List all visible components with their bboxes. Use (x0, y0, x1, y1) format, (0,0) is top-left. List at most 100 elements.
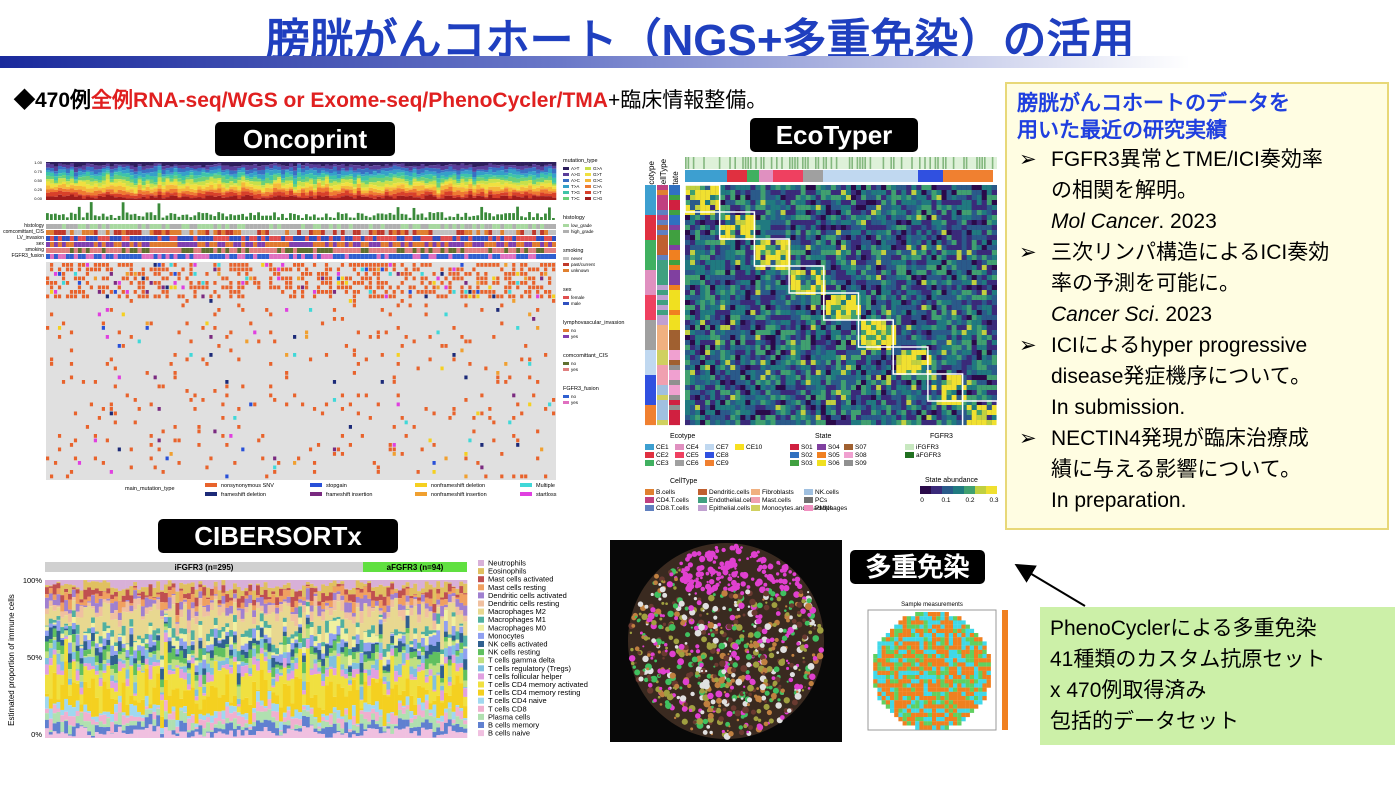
decor (125, 168, 130, 174)
decor (149, 224, 154, 229)
decor (185, 321, 189, 326)
decor (277, 189, 282, 192)
decor (861, 230, 867, 236)
decor (81, 380, 86, 384)
decor (840, 235, 847, 241)
decor (856, 270, 862, 276)
decor (149, 321, 153, 326)
decor (488, 177, 493, 180)
decor (432, 171, 437, 175)
decor (966, 230, 972, 236)
decor (976, 270, 982, 276)
decor (285, 190, 290, 195)
decor (981, 220, 987, 226)
decor (49, 474, 54, 479)
decor (229, 230, 234, 235)
decor (472, 215, 476, 220)
decor (89, 254, 94, 259)
decor (376, 165, 381, 170)
decor (685, 295, 691, 301)
decor (480, 206, 484, 220)
decor (512, 236, 517, 241)
decor (456, 185, 461, 188)
legend-label: no (571, 361, 577, 366)
decor (65, 294, 70, 299)
decor (161, 185, 166, 189)
decor (961, 260, 967, 266)
decor (245, 281, 249, 285)
decor (185, 230, 190, 235)
decor (213, 290, 217, 294)
decor (444, 195, 449, 200)
decor (169, 230, 174, 235)
decor (364, 248, 369, 253)
decor (225, 276, 229, 281)
decor (372, 294, 376, 299)
decor (460, 196, 465, 199)
decor (312, 230, 317, 235)
decor (921, 225, 927, 231)
decor (760, 205, 766, 211)
decor (850, 280, 857, 286)
decor (388, 263, 392, 267)
decor (961, 300, 967, 306)
decor (504, 242, 509, 247)
decor (480, 165, 485, 170)
decor (380, 224, 385, 229)
decor (715, 225, 721, 231)
decor (452, 353, 456, 357)
decor (951, 285, 957, 291)
decor (129, 230, 134, 235)
decor (241, 254, 246, 259)
decor (356, 175, 362, 179)
decor (61, 263, 66, 267)
decor (780, 190, 786, 196)
decor (856, 210, 862, 216)
decor (770, 255, 776, 261)
decor (835, 195, 841, 201)
decor (745, 300, 751, 306)
decor (285, 402, 289, 407)
decor (61, 214, 65, 220)
decor (916, 235, 922, 241)
decor (277, 175, 282, 178)
decor (845, 265, 852, 271)
multiplex-line: 41種類のカスタム抗原セット (1050, 648, 1326, 671)
decor (735, 265, 741, 271)
decor (221, 197, 226, 200)
decor (468, 190, 473, 195)
decor (432, 196, 437, 200)
decor (360, 166, 366, 170)
decor (109, 183, 115, 186)
decor (685, 300, 691, 306)
decor (690, 185, 696, 191)
decor (730, 275, 736, 281)
decor (785, 235, 791, 241)
decor (536, 267, 540, 272)
decor (177, 172, 182, 174)
decor (340, 196, 346, 200)
decor (241, 281, 245, 285)
decor (396, 207, 400, 220)
decor (324, 248, 329, 253)
decor (444, 165, 449, 170)
decor (725, 280, 731, 286)
decor (991, 295, 997, 301)
decor (464, 188, 469, 192)
decor (145, 236, 150, 241)
decor (229, 236, 234, 241)
decor (715, 235, 721, 241)
decor (700, 200, 706, 206)
decor (496, 263, 500, 267)
decor (213, 267, 217, 272)
decor (941, 265, 947, 271)
decor (760, 295, 766, 301)
decor (320, 290, 325, 294)
decor (840, 250, 847, 256)
decor (253, 248, 258, 253)
multiplex-line: PhenoCyclerによる多重免染 (1050, 617, 1317, 640)
decor (976, 200, 982, 206)
decor (348, 263, 352, 267)
decor (488, 169, 493, 175)
decor (715, 185, 721, 191)
